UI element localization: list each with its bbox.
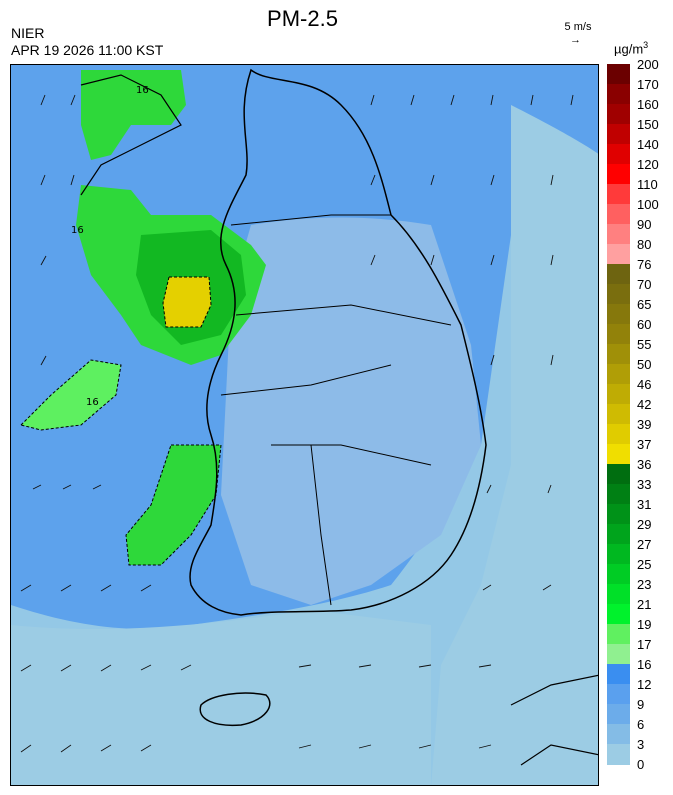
legend-color-cell <box>607 484 630 505</box>
legend-label: 33 <box>637 477 652 492</box>
legend-label: 39 <box>637 417 652 432</box>
legend-label: 65 <box>637 297 652 312</box>
legend-label: 31 <box>637 497 652 512</box>
northwest-coastline <box>80 74 182 196</box>
legend-label: 90 <box>637 217 652 232</box>
legend-label: 6 <box>637 717 645 732</box>
legend-label: 37 <box>637 437 652 452</box>
legend-label: 9 <box>637 697 645 712</box>
legend-color-cell <box>607 164 630 185</box>
contour-label: 16 <box>71 225 84 236</box>
legend-color-cell <box>607 364 630 385</box>
contour-label: 16 <box>136 85 149 96</box>
legend-color-cell <box>607 224 630 245</box>
legend-color-cell <box>607 684 630 705</box>
legend-label: 12 <box>637 677 652 692</box>
legend-color-cell <box>607 384 630 405</box>
wind-arrows <box>20 94 574 753</box>
legend-label: 200 <box>637 57 659 72</box>
legend-color-cell <box>607 204 630 225</box>
legend-color-cell <box>607 644 630 665</box>
agency-label: NIER <box>11 25 45 41</box>
legend-label: 16 <box>637 657 652 672</box>
contour-label: 16 <box>86 397 99 408</box>
legend-label: 0 <box>637 757 645 772</box>
legend-color-cell <box>607 404 630 425</box>
map-title: PM-2.5 <box>267 6 338 31</box>
map-canvas: 16 16 16 <box>11 65 598 785</box>
south-sea-light-zone <box>11 610 431 785</box>
legend-color-cell <box>607 264 630 285</box>
light-blue-land-zone <box>221 217 481 605</box>
east-sea-light-zone <box>431 105 598 785</box>
legend-color-cell <box>607 344 630 365</box>
legend-label: 110 <box>637 177 658 192</box>
legend-color-cell <box>607 84 630 105</box>
legend-label: 23 <box>637 577 652 592</box>
legend-color-cell <box>607 664 630 685</box>
legend-color-cell <box>607 584 630 605</box>
northwest-green-zone <box>81 70 186 160</box>
wind-scale-arrow-icon: → <box>570 34 581 46</box>
legend-label: 3 <box>637 737 645 752</box>
legend-color-cell <box>607 324 630 345</box>
southwest-green-zone <box>125 444 222 566</box>
legend-label: 170 <box>637 77 659 92</box>
legend-label: 25 <box>637 557 652 572</box>
legend-color-cell <box>607 604 630 625</box>
legend-color-cell <box>607 104 630 125</box>
legend-label: 100 <box>637 197 659 212</box>
legend-label: 36 <box>637 457 652 472</box>
legend-label: 120 <box>637 157 659 172</box>
legend-color-cell <box>607 544 630 565</box>
color-legend-bar <box>607 64 630 765</box>
legend-color-cell <box>607 64 630 85</box>
legend-color-cell <box>607 704 630 725</box>
legend-label: 50 <box>637 357 652 372</box>
legend-color-cell <box>607 504 630 525</box>
legend-color-cell <box>607 564 630 585</box>
legend-label: 27 <box>637 537 652 552</box>
legend-label: 80 <box>637 237 652 252</box>
wind-scale-label: 5 m/s <box>564 21 592 33</box>
jeju-island <box>199 692 271 727</box>
sea-plume-zone <box>20 359 122 431</box>
legend-label: 76 <box>637 257 652 272</box>
unit-label: µg/m3 <box>614 40 648 56</box>
legend-label: 46 <box>637 377 652 392</box>
legend-color-cell <box>607 724 630 745</box>
pm25-map[interactable]: 16 16 16 <box>10 64 599 786</box>
legend-color-cell <box>607 284 630 305</box>
japan-coastline <box>510 674 598 766</box>
legend-color-cell <box>607 464 630 485</box>
unit-prefix: µg/m <box>614 41 644 57</box>
legend-label: 21 <box>637 597 652 612</box>
legend-color-cell <box>607 184 630 205</box>
legend-label: 17 <box>637 637 652 652</box>
legend-color-cell <box>607 144 630 165</box>
peninsula-coastline <box>189 68 487 616</box>
legend-label: 60 <box>637 317 652 332</box>
legend-color-cell <box>607 444 630 465</box>
province-boundaries <box>220 214 452 606</box>
legend-label: 19 <box>637 617 652 632</box>
legend-label: 42 <box>637 397 652 412</box>
legend-label: 140 <box>637 137 659 152</box>
legend-label: 70 <box>637 277 652 292</box>
legend-label: 160 <box>637 97 659 112</box>
legend-label: 150 <box>637 117 659 132</box>
legend-color-cell <box>607 244 630 265</box>
legend-color-cell <box>607 624 630 645</box>
legend-color-cell <box>607 524 630 545</box>
forecast-datetime: APR 19 2026 11:00 KST <box>11 42 164 58</box>
legend-color-cell <box>607 424 630 445</box>
yellow-hotspot <box>162 276 212 328</box>
legend-color-cell <box>607 304 630 325</box>
legend-label: 29 <box>637 517 652 532</box>
legend-color-cell <box>607 744 630 765</box>
legend-color-cell <box>607 124 630 145</box>
unit-exponent: 3 <box>643 40 649 50</box>
legend-label: 55 <box>637 337 652 352</box>
